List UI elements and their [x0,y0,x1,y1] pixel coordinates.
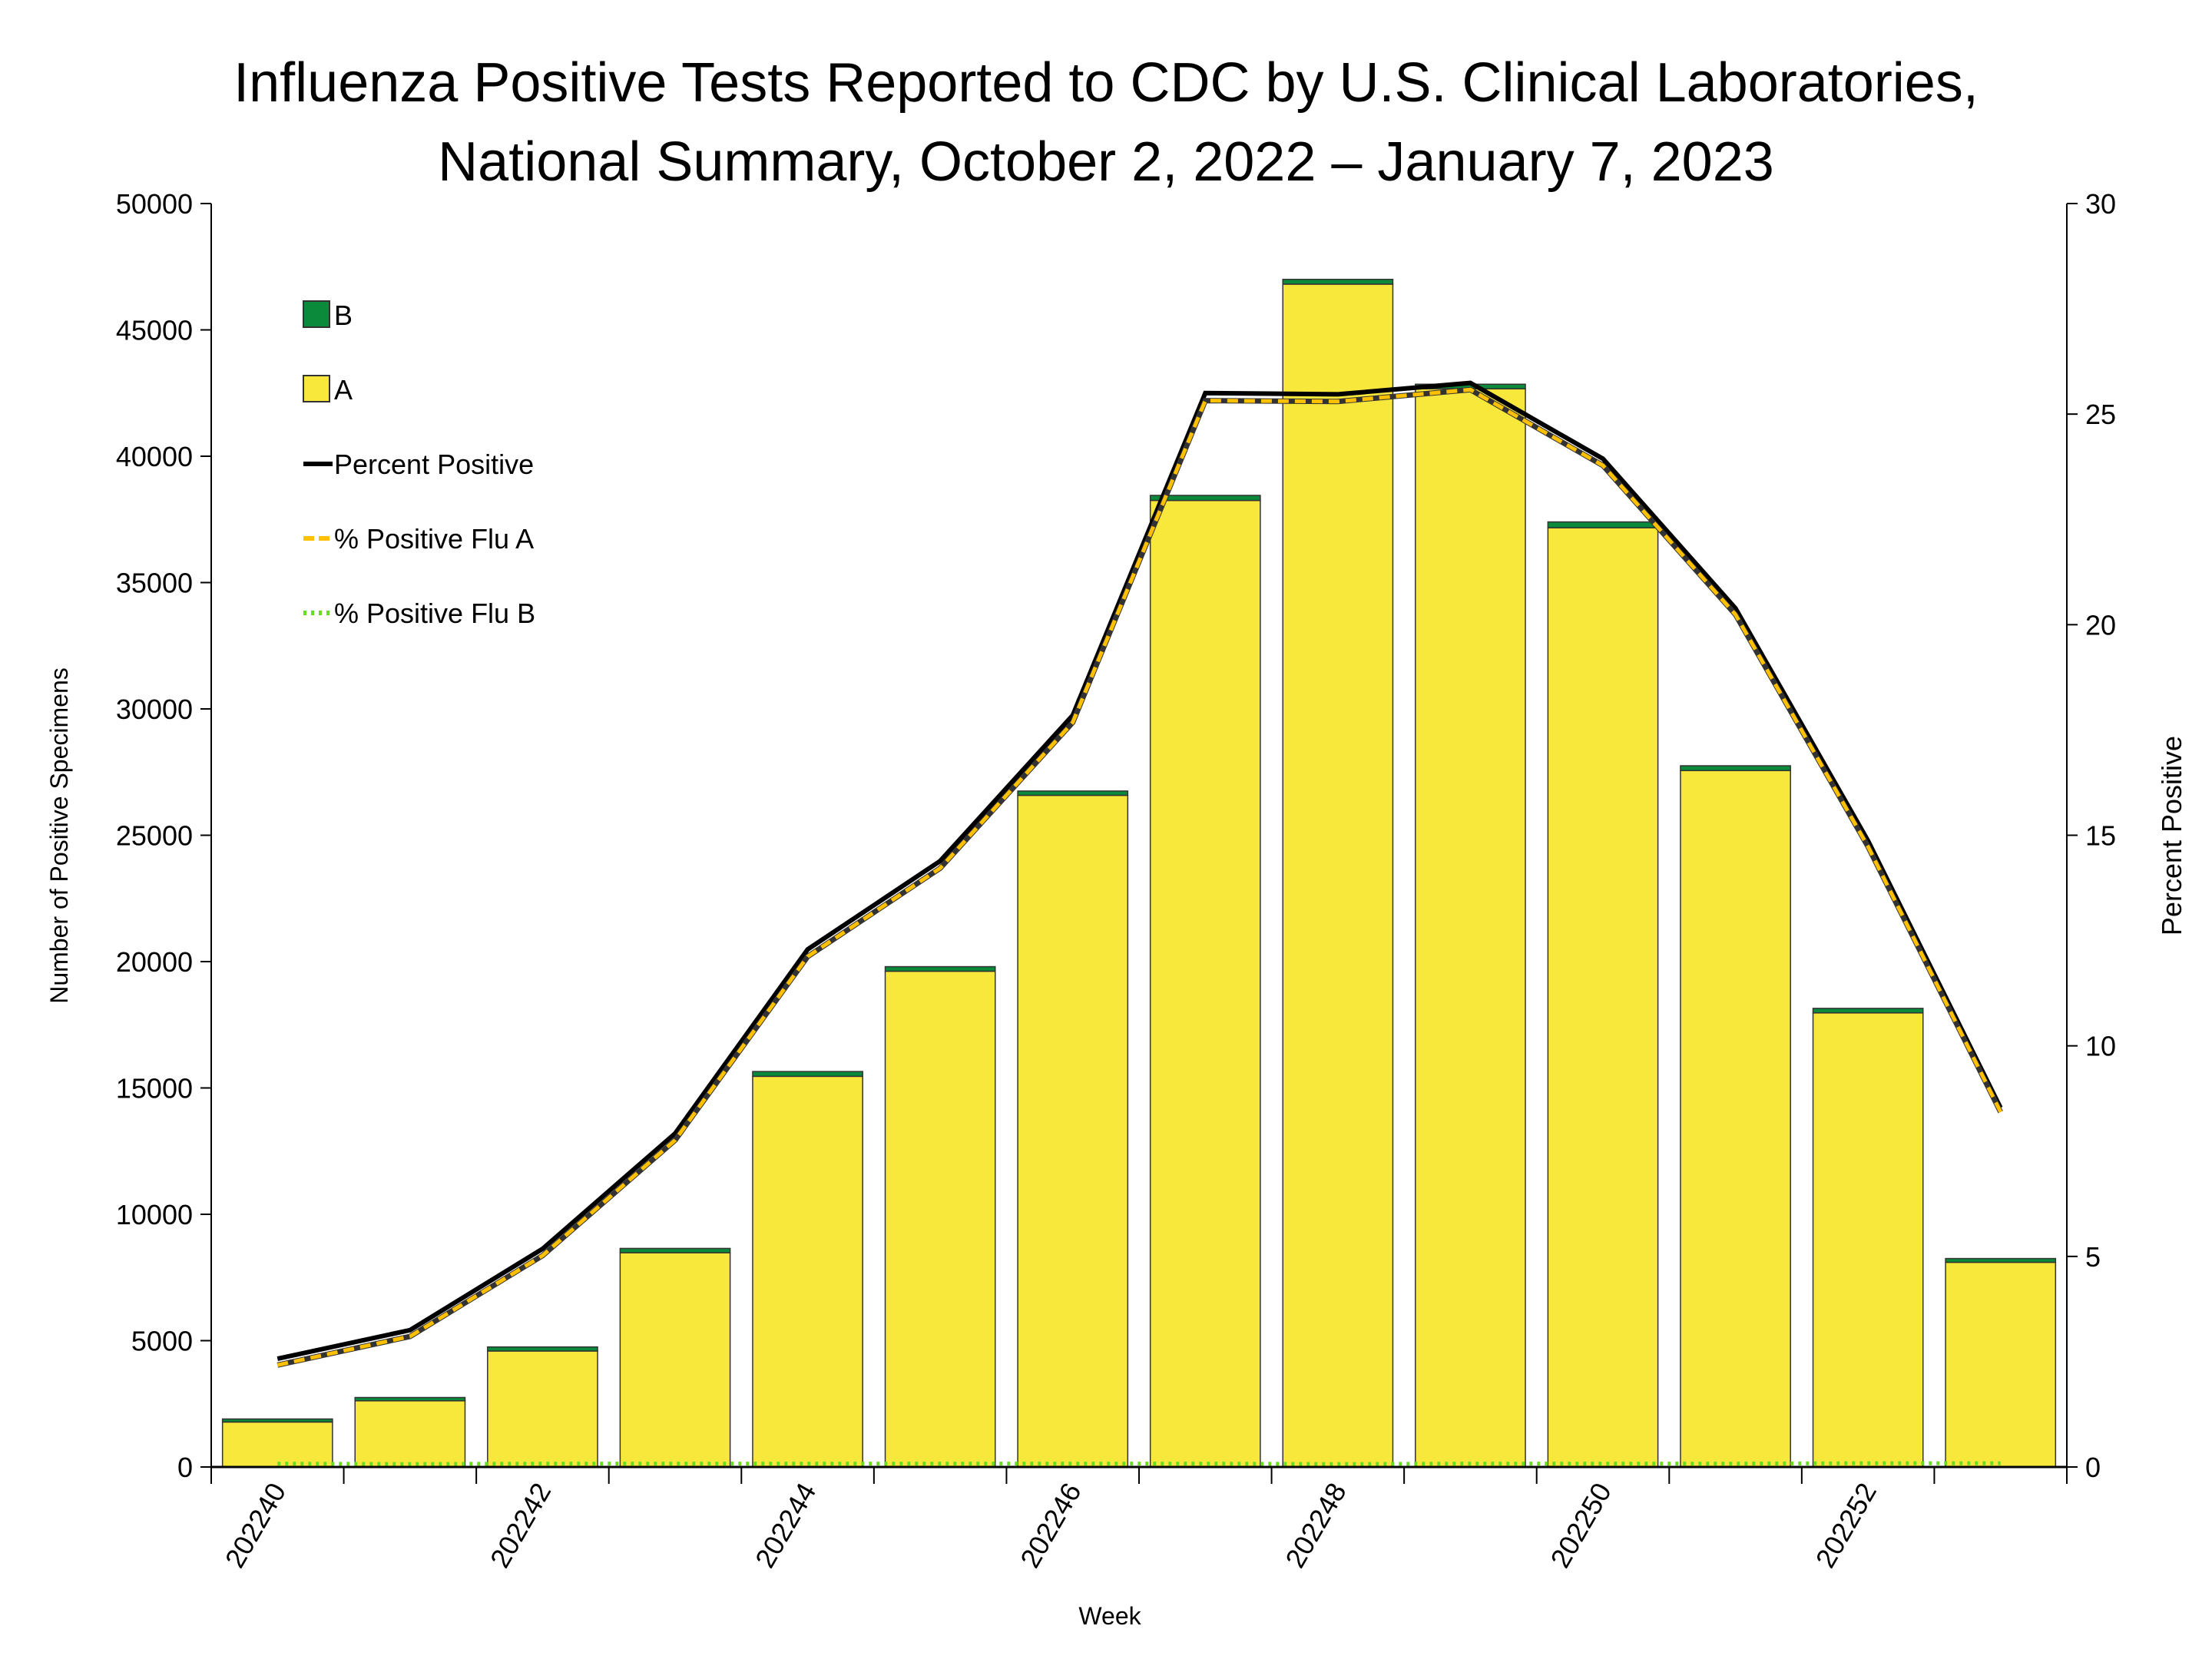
y-tick-label: 10000 [116,1199,193,1230]
y2-tick-label: 25 [2085,399,2116,430]
legend-label-positive-flu-b: % Positive Flu B [334,598,535,629]
y2-tick-label: 15 [2085,820,2116,852]
y-tick-label: 45000 [116,315,193,346]
bar-b-202247 [1149,495,1261,502]
legend-swatch-a [303,375,330,402]
y-tick-label: 15000 [116,1073,193,1104]
bar-b-202248 [1282,278,1394,285]
y2-tick-label: 10 [2085,1031,2116,1062]
y2-axis-label: Percent Positive [2156,736,2187,935]
x-tick-label: 202250 [1544,1478,1618,1574]
bar-b-202242 [487,1346,598,1352]
bar-a-202249 [1415,388,1526,1468]
bar-b-202245 [884,965,996,972]
y-tick-label: 25000 [116,820,193,852]
legend-label-positive-flu-a: % Positive Flu A [334,523,534,555]
legend-swatch-b [303,300,330,328]
y-tick-label: 20000 [116,946,193,978]
line-positive-flu-a [276,387,2002,1367]
y-tick-label: 30000 [116,694,193,725]
x-tick-label: 202244 [749,1478,823,1574]
chart-title-line-2: National Summary, October 2, 2022 – Janu… [438,131,1774,193]
bar-a-202245 [884,970,996,1468]
legend-label-percent-positive: Percent Positive [334,449,534,480]
bar-a-202242 [487,1350,598,1468]
bar-b-202250 [1547,521,1659,528]
y-tick-label: 0 [177,1452,193,1483]
bar-a-202250 [1547,527,1659,1468]
legend-label-b: B [334,300,353,331]
legend: B A Percent Positive % Positive Flu A % Posi… [303,300,535,629]
x-axis-label: Week [1078,1602,1141,1630]
x-tick-label: 202246 [1014,1478,1088,1574]
y2-tick-label: 0 [2085,1452,2101,1483]
y2-tick-label: 20 [2085,609,2116,641]
bar-b-202243 [619,1247,731,1253]
y-tick-label: 40000 [116,441,193,472]
bar-a-202241 [354,1400,466,1468]
chart-title-line-1: Influenza Positive Tests Reported to CDC… [233,52,1979,114]
line-positive-flu-b [277,1461,2001,1466]
bar-b-202251 [1680,765,1791,772]
line-percent-positive [276,380,2003,1362]
bars [221,278,2057,1468]
y-tick-label: 35000 [116,568,193,599]
bar-a-202244 [752,1075,863,1468]
bar-a-202246 [1017,794,1129,1468]
bar-b-202241 [354,1396,466,1402]
bar-a-202301 [1945,1261,2057,1468]
bar-b-202252 [1812,1008,1924,1014]
y2-tick-label: 30 [2085,188,2116,220]
x-tick-label: 202240 [219,1478,293,1574]
bar-a-202243 [619,1252,731,1468]
bar-a-202240 [221,1421,333,1468]
bar-a-202247 [1149,499,1261,1468]
bar-b-202246 [1017,790,1129,796]
axes: 0 5000 10000 15000 20000 25000 30000 35000 40000… [116,188,2116,1573]
y-tick-label: 5000 [131,1326,193,1357]
x-tick-label: 202242 [484,1478,558,1574]
legend-label-a: A [334,374,353,406]
x-tick-label: 202248 [1279,1478,1353,1574]
bar-a-202252 [1812,1012,1924,1468]
bar-b-202244 [752,1071,863,1078]
y-tick-label: 50000 [116,188,193,220]
bar-b-202240 [221,1418,333,1423]
y2-tick-label: 5 [2085,1241,2101,1273]
x-tick-label: 202252 [1809,1478,1883,1574]
bar-a-202248 [1282,283,1394,1468]
bar-b-202301 [1945,1257,2057,1263]
y-axis-label: Number of Positive Specimens [45,667,73,1004]
lines [276,380,2003,1466]
bar-a-202251 [1680,770,1791,1468]
